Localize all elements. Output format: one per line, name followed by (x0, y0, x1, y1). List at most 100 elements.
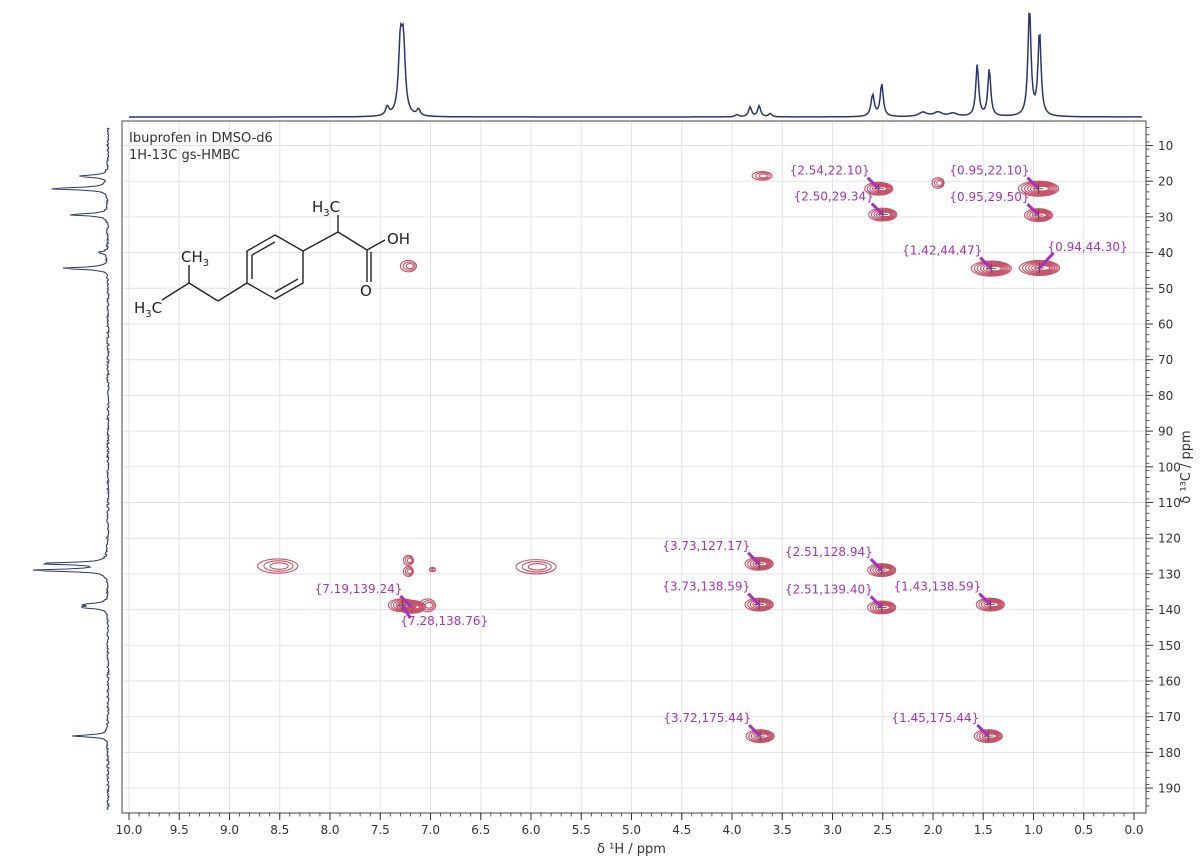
contour-ring (869, 564, 896, 577)
y-tick-label: 20 (1158, 175, 1173, 189)
x-tick-label: 2.0 (923, 823, 942, 837)
x-tick-label: 3.0 (823, 823, 842, 837)
contour-ring (527, 562, 548, 571)
x-tick-label: 4.0 (722, 823, 741, 837)
peak-label-arrow (1038, 251, 1055, 269)
x-tick-label: 6.0 (521, 823, 540, 837)
contour-ring (404, 556, 414, 565)
peak-label: {2.54,22.10} (790, 164, 870, 178)
contour-ring (431, 567, 436, 572)
contour-ring (1024, 261, 1057, 275)
contour-ring (1029, 209, 1051, 221)
svg-text:H3C: H3C (312, 198, 340, 219)
contour-ring (1017, 180, 1060, 197)
y-tick-label: 190 (1158, 782, 1181, 796)
peak-label: {1.42,44.47} (902, 244, 982, 258)
proton-projection-spectrum (129, 12, 1142, 118)
contour-peak-unlabeled (418, 598, 437, 613)
peak-label-arrow (1026, 203, 1040, 217)
contour-ring (1021, 260, 1059, 276)
contour-peak (970, 260, 1012, 277)
peak-label-arrow (978, 592, 992, 606)
y-tick-label: 10 (1158, 139, 1173, 153)
contour-ring (980, 599, 1003, 610)
proton-spectrum-trace (129, 12, 1142, 118)
peak-label-arrow (1026, 176, 1040, 190)
peak-label: {1.43,138.59} (893, 580, 981, 594)
chart-subtitle: 1H-13C gs-HMBC (129, 148, 240, 163)
contour-ring (875, 210, 894, 219)
contour-ring (747, 598, 773, 611)
contour-ring (979, 263, 1007, 274)
y-tick-label: 170 (1158, 710, 1181, 724)
contour-ring (405, 263, 414, 270)
peak-label: {0.95,22.10} (949, 164, 1029, 178)
contour-peak-unlabeled (751, 171, 773, 181)
peak-label: {0.95,29.50} (949, 190, 1029, 204)
contour-ring (404, 567, 414, 576)
contour-ring (870, 208, 897, 221)
y-tick-label: 30 (1158, 210, 1173, 224)
y-tick-label: 60 (1158, 318, 1173, 332)
y-axis-label: δ ¹³C / ppm (1179, 430, 1194, 503)
peak-label: {2.51,139.40} (785, 582, 873, 596)
contour-ring (1018, 259, 1061, 276)
y-tick-label: 100 (1158, 460, 1181, 474)
contour-ring (406, 568, 413, 575)
contour-ring (874, 565, 893, 575)
contour-ring (402, 261, 416, 271)
contour-ring (752, 600, 771, 609)
peak-label-arrow (869, 558, 883, 572)
ibuprofen-structure: H3C OH O CH3 H3C (134, 198, 410, 320)
x-tick-label: 10.0 (116, 823, 143, 837)
peak-label-arrow (870, 202, 884, 216)
contour-ring (521, 561, 552, 573)
contour-ring (1026, 209, 1052, 222)
contour-ring (981, 731, 1000, 741)
contour-ring (1027, 183, 1055, 195)
contour-ring (873, 209, 895, 220)
peak-label-arrow (401, 604, 412, 619)
axes: 10.0 9.5 9.0 8.5 8.0 7.5 7.0 6.5 6.0 5.5 5.0 4.5 4.0… (116, 120, 1194, 857)
svg-text:O: O (360, 282, 372, 300)
contour-ring (872, 602, 894, 613)
contour-ring (936, 180, 943, 186)
x-tick-label: 3.5 (773, 823, 792, 837)
contour-ring (1028, 262, 1056, 274)
contour-ring (263, 560, 294, 572)
x-tick-label: 8.5 (270, 823, 289, 837)
contour-ring (869, 183, 891, 194)
peak-label: {3.73,127.17} (662, 539, 750, 553)
peak-label: {0.94,44.30} (1048, 240, 1128, 254)
contour-peak-unlabeled (402, 565, 414, 577)
x-tick-label: 6.5 (471, 823, 490, 837)
contour-ring (1023, 182, 1056, 195)
contour-peak-unlabeled (257, 558, 299, 574)
y-tick-label: 40 (1158, 246, 1173, 260)
x-tick-label: 2.5 (873, 823, 892, 837)
contour-ring (933, 178, 944, 188)
peak-label-arrow (866, 176, 880, 190)
peak-label: {2.50,29.34} (794, 190, 874, 204)
peak-label: {3.73,138.59} (662, 580, 750, 594)
contour-ring (867, 563, 897, 578)
contour-ring (976, 730, 1002, 743)
peak-label-arrow (748, 724, 762, 738)
contour-ring (754, 172, 771, 180)
contour-ring (868, 207, 898, 222)
contour-peak-unlabeled (931, 177, 945, 189)
contour-ring (970, 260, 1012, 277)
contour-ring (749, 599, 772, 610)
contour-ring (976, 262, 1009, 275)
contour-ring (402, 554, 414, 566)
peak-label-arrow (399, 594, 413, 608)
y-tick-label: 70 (1158, 353, 1173, 367)
contour-peaks (257, 171, 1061, 744)
contour-ring (399, 259, 417, 273)
contour-ring (747, 557, 773, 570)
contour-ring (753, 731, 772, 741)
contour-peak-unlabeled (428, 566, 437, 573)
svg-text:H3C: H3C (134, 299, 162, 320)
contour-peak (1018, 259, 1061, 276)
grid (122, 121, 1146, 813)
